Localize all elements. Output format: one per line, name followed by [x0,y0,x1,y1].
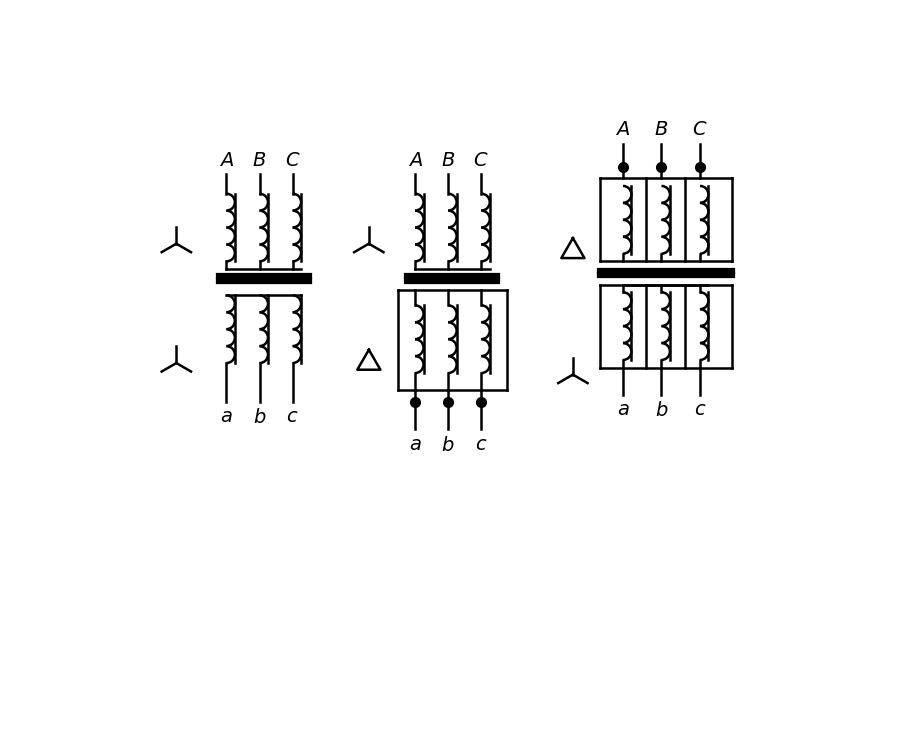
Text: $b$: $b$ [441,437,454,455]
Text: $a$: $a$ [409,437,421,454]
Text: $B$: $B$ [252,152,266,170]
Text: $c$: $c$ [286,408,299,426]
Text: $A$: $A$ [219,152,234,170]
Text: $B$: $B$ [654,121,669,139]
Text: $C$: $C$ [473,152,489,170]
Text: $A$: $A$ [616,121,631,139]
Text: $b$: $b$ [654,401,668,420]
Text: $b$: $b$ [253,408,266,427]
Text: $a$: $a$ [220,408,233,426]
Text: $c$: $c$ [694,401,706,418]
Text: $C$: $C$ [692,121,707,139]
Text: $B$: $B$ [441,152,455,170]
Text: $a$: $a$ [616,401,629,418]
Text: $c$: $c$ [475,437,488,454]
Text: $A$: $A$ [408,152,423,170]
Text: $C$: $C$ [284,152,301,170]
